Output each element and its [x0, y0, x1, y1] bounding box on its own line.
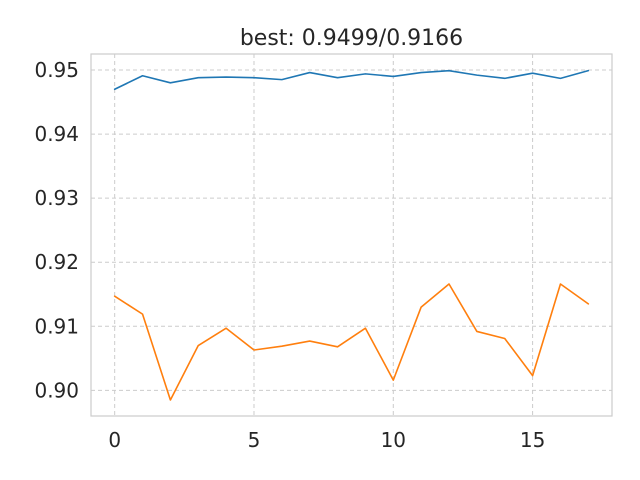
series-line-1 — [113, 69, 590, 91]
y-tick-label: 0.90 — [34, 378, 79, 402]
x-tick-label: 10 — [381, 428, 406, 452]
series-layer — [113, 69, 590, 401]
x-tick-label: 5 — [248, 428, 261, 452]
x-tick-label: 15 — [520, 428, 545, 452]
plot-frame — [90, 53, 613, 417]
y-tick-label: 0.91 — [34, 314, 79, 338]
x-tick-label: 0 — [108, 428, 121, 452]
y-axis-ticks: 0.90 0.91 0.92 0.93 0.94 0.95 — [34, 58, 79, 402]
y-tick-label: 0.93 — [34, 186, 79, 210]
chart-title: best: 0.9499/0.9166 — [240, 26, 463, 51]
x-axis-ticks: 0 5 10 15 — [108, 428, 545, 452]
y-tick-label: 0.94 — [34, 122, 79, 146]
y-tick-label: 0.95 — [34, 58, 79, 82]
y-tick-label: 0.92 — [34, 250, 79, 274]
series-line-2 — [113, 283, 590, 401]
grid — [91, 54, 612, 416]
